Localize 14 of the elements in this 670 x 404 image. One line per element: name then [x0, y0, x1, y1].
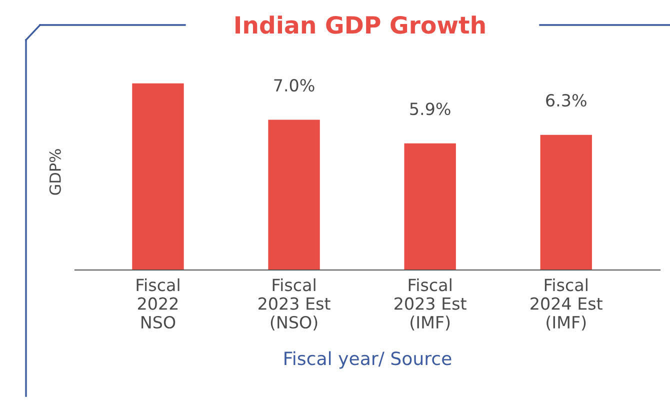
chart-title: Indian GDP Growth	[236, 16, 485, 34]
data-label: 7.0%	[274, 78, 314, 92]
bar	[404, 143, 456, 270]
bar	[540, 134, 592, 270]
x-tick-label: Fiscal 2024 Est (IMF)	[530, 278, 602, 331]
x-tick-label: Fiscal 2022 NSO	[136, 278, 180, 329]
bar	[132, 83, 184, 270]
x-tick-label: Fiscal 2023 Est (NSO)	[258, 278, 330, 331]
x-axis-title: Fiscal year/ Source	[284, 351, 452, 369]
bar	[268, 120, 320, 270]
data-label: 5.9%	[410, 102, 450, 116]
x-tick-label: Fiscal 2023 Est (IMF)	[394, 278, 466, 331]
y-axis-title: GDP%	[49, 149, 61, 195]
data-label: 6.3%	[546, 94, 586, 107]
